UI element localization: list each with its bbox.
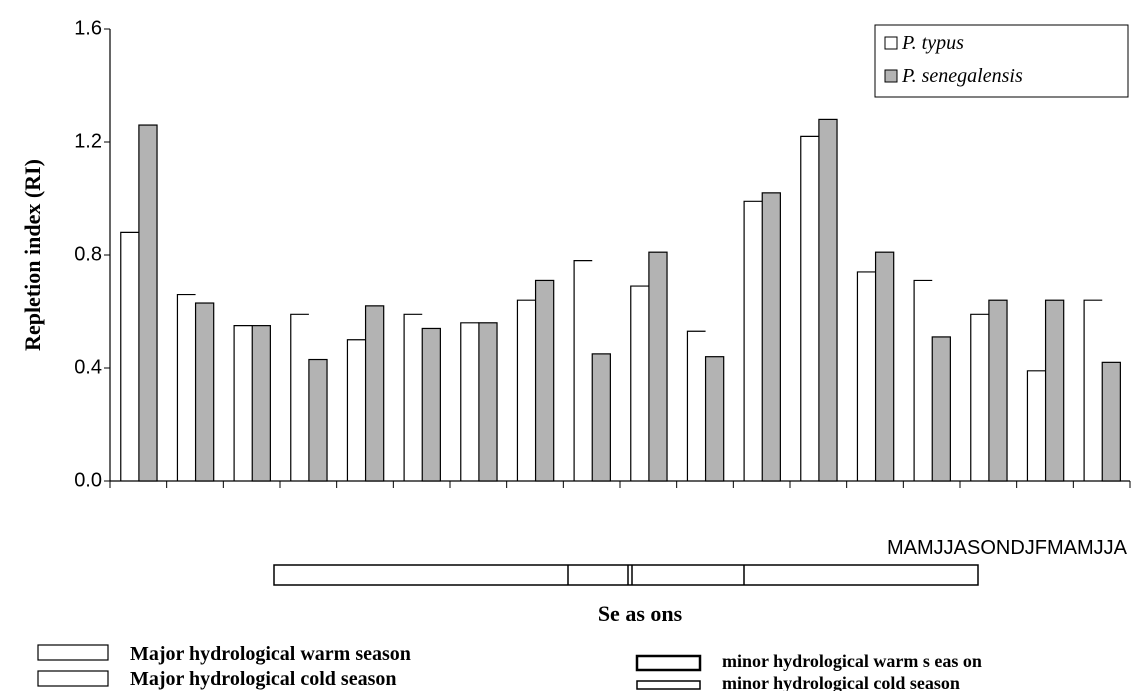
y-axis-title: Repletion index (RI): [20, 159, 45, 351]
bar: [686, 330, 706, 481]
bar: [233, 325, 253, 481]
y-tick-label: 0.8: [74, 243, 102, 265]
bar: [988, 299, 1008, 482]
season-legend-text: Major hydrological warm season: [130, 643, 411, 665]
bar: [970, 313, 989, 481]
season-band: [273, 564, 979, 586]
bar: [800, 135, 819, 481]
bar: [1101, 361, 1121, 482]
bar: [534, 279, 555, 482]
bar: [761, 192, 781, 482]
bar: [516, 299, 536, 481]
season-legend-boxes: [37, 644, 702, 690]
x-axis-title: Se as ons: [598, 601, 683, 626]
bar: [591, 353, 611, 482]
bar: [308, 358, 328, 482]
bar: [138, 124, 158, 482]
bar: [478, 322, 498, 482]
legend-swatch: [884, 36, 898, 50]
season-legend-text: Major hydrological cold season: [130, 668, 396, 690]
bar: [290, 313, 309, 481]
bar: [346, 339, 366, 481]
bar: [743, 200, 763, 481]
bar: [120, 231, 139, 481]
y-tick-label: 0.0: [74, 469, 102, 491]
bar: [421, 327, 441, 482]
bar: [1083, 299, 1103, 481]
bar: [1044, 299, 1065, 482]
bar: [573, 260, 593, 481]
bar: [176, 293, 196, 481]
legend-swatch: [884, 69, 898, 83]
month-labels: MAMJJASONDJFMAMJJA: [887, 537, 1128, 559]
y-tick-label: 1.2: [74, 130, 102, 152]
bar: [704, 356, 725, 482]
bar: [913, 279, 933, 481]
bar: [931, 336, 951, 482]
y-tick-label: 1.6: [74, 17, 102, 39]
bar: [1026, 370, 1046, 481]
bar: [251, 325, 271, 482]
y-tick-label: 0.4: [74, 356, 102, 378]
bar: [403, 313, 423, 481]
bar: [874, 251, 895, 482]
season-legend-text: minor hydrological warm s eas on: [722, 651, 982, 671]
season-legend-text: minor hydrological cold season: [722, 673, 960, 691]
bar: [818, 118, 838, 482]
legend-box: [874, 24, 1129, 98]
legend-label: P. senegalensis: [901, 65, 1023, 87]
bar: [856, 271, 876, 481]
bar: [630, 285, 649, 481]
bar: [648, 251, 668, 482]
legend-label: P. typus: [901, 32, 964, 54]
bar: [460, 322, 479, 481]
bar: [194, 302, 215, 482]
bar: [364, 305, 385, 482]
